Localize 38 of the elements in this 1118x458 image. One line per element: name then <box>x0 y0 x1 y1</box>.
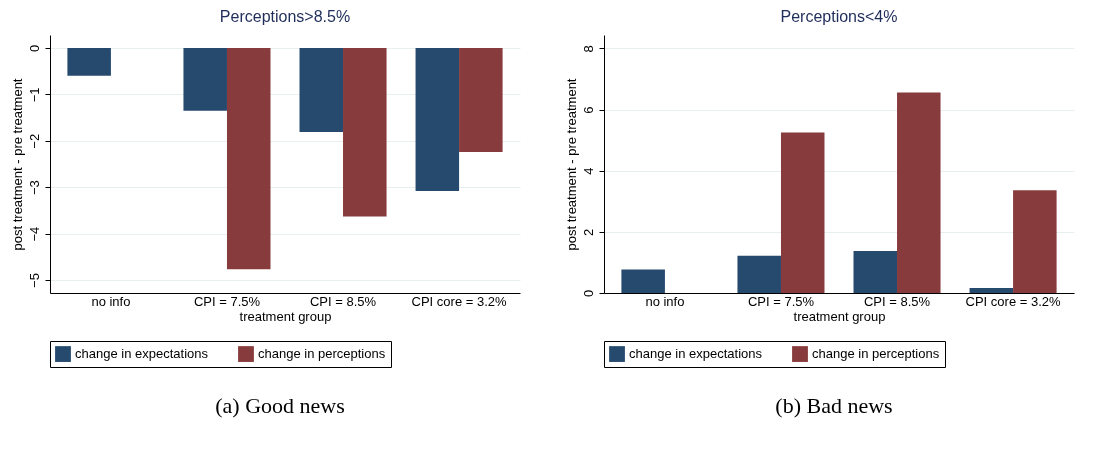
text: (b) Bad news <box>774 393 894 419</box>
chart-title: Perceptions<4% <box>780 8 898 25</box>
x-tick-label: CPI = 7.5% <box>193 293 261 309</box>
y-tick-label: 6 <box>580 106 596 114</box>
x-tick-label: no info <box>645 293 685 309</box>
legend-label: change in perceptions <box>812 346 940 362</box>
x-axis-title: treatment group <box>239 308 332 324</box>
bar <box>621 269 665 293</box>
y-axis-title: post treatment - pre treatment <box>9 78 25 251</box>
bar <box>853 251 898 293</box>
y-tick-label: −4 <box>26 226 42 242</box>
bar <box>897 92 941 293</box>
y-tick-label: −3 <box>26 180 42 196</box>
chart-title: Perceptions>8.5% <box>219 8 351 25</box>
y-tick-label: 4 <box>580 167 596 175</box>
legend-label: change in perceptions <box>258 346 386 362</box>
x-tick-label: CPI = 8.5% <box>863 293 931 309</box>
x-tick-label: CPI core = 3.2% <box>965 293 1062 309</box>
x-tick-label: CPI = 8.5% <box>309 293 377 309</box>
bar <box>969 288 1014 293</box>
y-tick-label: −1 <box>26 87 42 103</box>
bar <box>737 255 781 293</box>
x-axis-title: treatment group <box>793 308 886 324</box>
legend-label: change in expectations <box>629 346 763 362</box>
y-axis-title: post treatment - pre treatment <box>563 78 579 251</box>
y-tick-label: 0 <box>580 289 596 298</box>
x-tick-label: no info <box>91 293 131 309</box>
bar <box>1013 190 1057 293</box>
y-tick-label: 2 <box>580 228 596 236</box>
legend-label: change in expectations <box>75 346 209 362</box>
y-tick-label: −2 <box>26 133 42 149</box>
y-tick-label: 0 <box>26 44 42 53</box>
text: (a) Good news <box>214 393 346 419</box>
x-tick-label: CPI = 7.5% <box>747 293 815 309</box>
y-tick-label: 8 <box>580 45 596 53</box>
x-tick-label: CPI core = 3.2% <box>411 293 508 309</box>
y-tick-label: −5 <box>26 273 42 288</box>
bar <box>780 132 825 293</box>
